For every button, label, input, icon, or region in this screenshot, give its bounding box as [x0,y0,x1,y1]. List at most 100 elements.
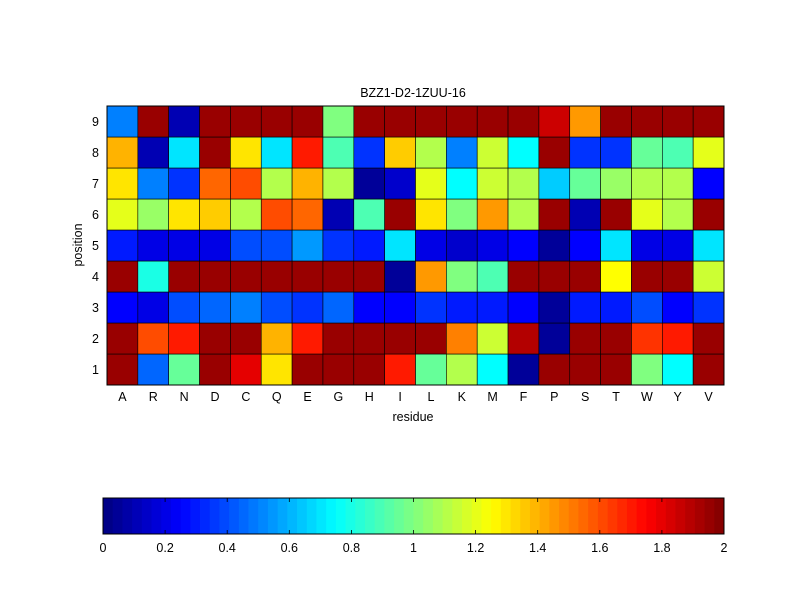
heatmap-cell [538,229,571,262]
colorbar-segment [413,498,424,534]
colorbar-segment [132,498,143,534]
heatmap-cell [507,322,540,355]
heatmap-cell [415,198,447,231]
heatmap-cell [291,291,324,324]
heatmap-cell [106,229,139,262]
heatmap-cell [230,322,262,355]
heatmap-cell [230,260,262,293]
heatmap-cell [384,167,416,200]
heatmap-cell [384,229,416,262]
colorbar-segment [180,498,191,534]
heatmap-cell [106,105,139,138]
colorbar-segment [161,498,172,534]
heatmap-cell [322,291,355,324]
heatmap-cell [384,260,416,293]
heatmap-cell [538,136,571,169]
x-tick-label: T [612,390,620,404]
heatmap-cell [260,167,293,200]
colorbar-tick-label: 0.4 [219,541,236,555]
colorbar-segment [122,498,133,534]
colorbar-tick-label: 1.8 [653,541,670,555]
heatmap-cell [168,167,200,200]
heatmap-cell [230,291,262,324]
x-tick-label: R [149,390,158,404]
heatmap-cell [600,198,632,231]
colorbar-segment [617,498,628,534]
colorbar-segment [462,498,473,534]
colorbar-segment [229,498,240,534]
colorbar-segment [403,498,414,534]
colorbar-segment [597,498,608,534]
heatmap-cell [384,136,416,169]
colorbar-tick-label: 0.8 [343,541,360,555]
colorbar-segment [704,498,715,534]
heatmap-cell [260,105,293,138]
heatmap-cell [692,260,725,293]
heatmap-cell [291,322,324,355]
heatmap-cell [322,198,355,231]
heatmap-cell [569,353,601,386]
colorbar-segment [452,498,463,534]
heatmap-cell [476,260,509,293]
heatmap-cell [106,353,139,386]
heatmap-cell [137,322,170,355]
heatmap-cell [476,167,509,200]
x-tick-label: H [365,390,374,404]
y-tick-label: 3 [92,301,99,315]
heatmap-cell [291,105,324,138]
heatmap-cell [446,136,478,169]
colorbar-segment [297,498,308,534]
heatmap-cell [230,167,262,200]
colorbar-segment [675,498,686,534]
heatmap-cell [538,291,571,324]
colorbar-tick-labels: 0 0.2 0.4 0.6 0.8 1 1.2 1.4 1.6 1.8 2 [100,498,728,555]
colorbar-segment [200,498,211,534]
colorbar-segment [335,498,346,534]
colorbar-segment [656,498,667,534]
heatmap-cell [230,229,262,262]
colorbar-segment [219,498,230,534]
heatmap-cell [415,167,447,200]
heatmap-cell [692,322,725,355]
heatmap-cell [661,105,694,138]
heatmap-cell [168,260,200,293]
heatmap-cell [600,167,632,200]
heatmap-cell [631,260,663,293]
heatmap-cell [106,136,139,169]
colorbar-segment [646,498,657,534]
x-tick-label: W [641,390,653,404]
heatmap-cell [600,136,632,169]
colorbar-segment [170,498,182,534]
heatmap-cell [322,167,355,200]
x-tick-label: S [581,390,589,404]
heatmap-cell [260,198,293,231]
heatmap-cell [631,167,663,200]
y-tick-label: 8 [92,146,99,160]
heatmap-cell [692,229,725,262]
heatmap-cell [137,260,170,293]
colorbar-segment [529,498,541,534]
heatmap-cell [661,322,694,355]
heatmap-cell [137,198,170,231]
x-tick-label: A [118,390,127,404]
colorbar-segment [578,498,589,534]
heatmap-cell [353,291,385,324]
heatmap-cell [291,229,324,262]
y-tick-label: 5 [92,239,99,253]
heatmap-cell [168,322,200,355]
heatmap-cell [476,353,509,386]
x-tick-label: I [398,390,401,404]
heatmap-cell [353,105,385,138]
colorbar-segment [103,498,114,534]
x-tick-label: L [427,390,434,404]
heatmap-cell [507,136,540,169]
heatmap-cell [353,353,385,386]
heatmap-cell [260,229,293,262]
heatmap-cell [199,353,231,386]
heatmap-cell [322,322,355,355]
heatmap-cell [600,105,632,138]
heatmap-cell [446,105,478,138]
colorbar-segment [626,498,638,534]
colorbar-segment [267,498,279,534]
heatmap-cell [137,229,170,262]
